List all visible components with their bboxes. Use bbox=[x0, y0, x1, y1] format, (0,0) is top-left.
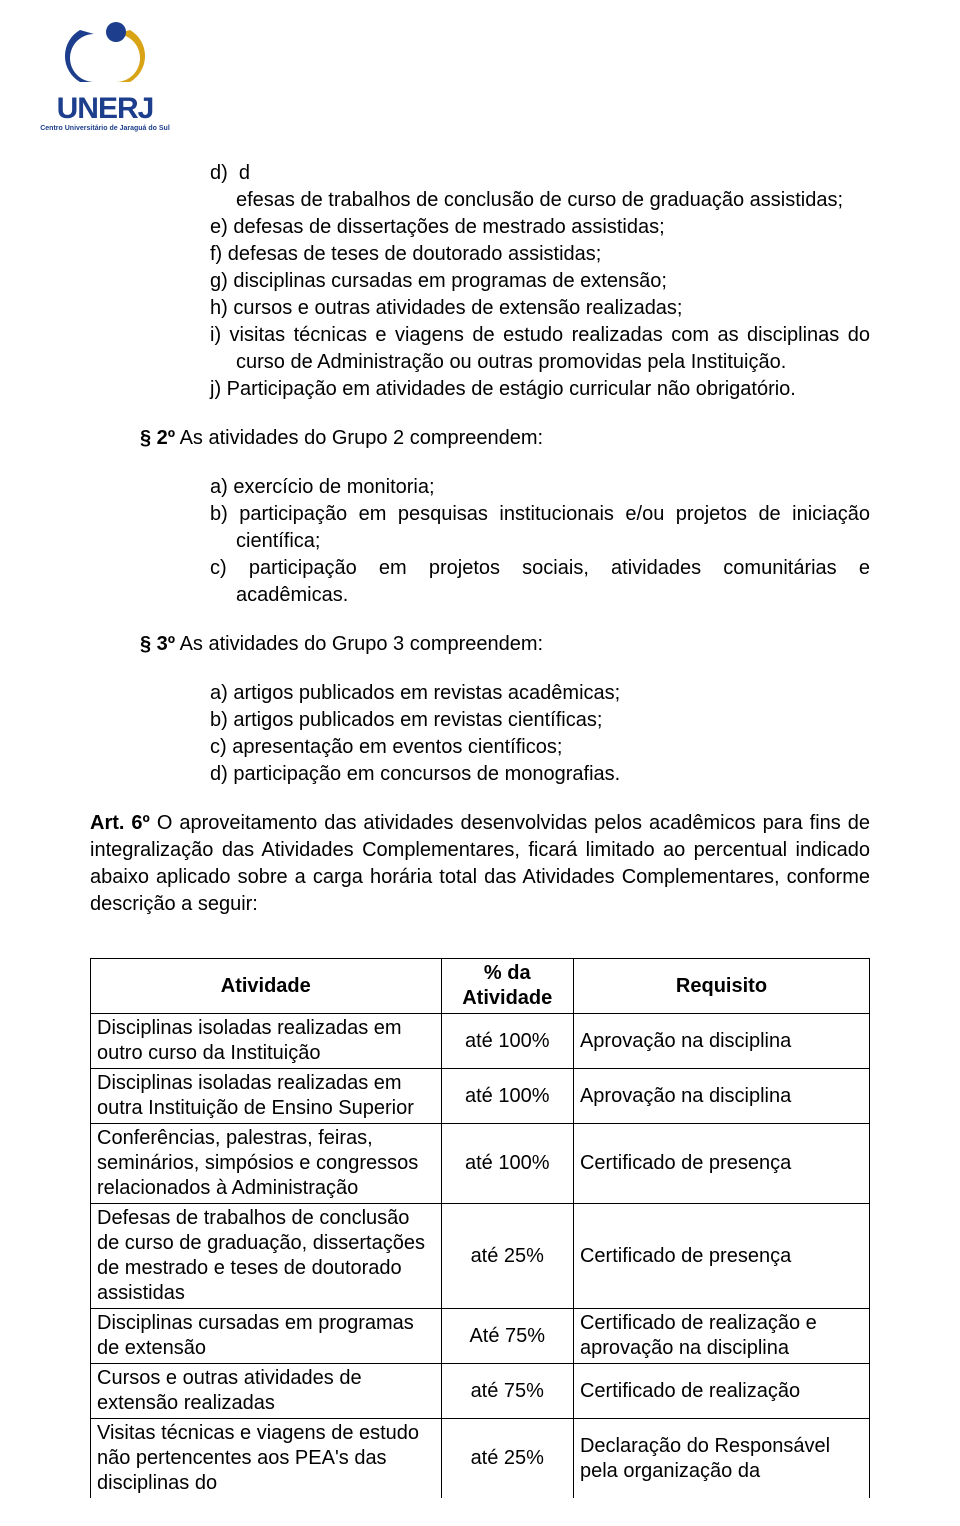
cell-atividade: Cursos e outras atividades de extensão r… bbox=[91, 1364, 442, 1419]
cell-atividade: Disciplinas isoladas realizadas em outra… bbox=[91, 1069, 442, 1124]
document-body: d) d efesas de trabalhos de conclusão de… bbox=[90, 20, 870, 1498]
logo: UNERJ Centro Universitário de Jaraguá do… bbox=[30, 20, 180, 133]
list-group2: a) exercício de monitoria; b) participaç… bbox=[90, 474, 870, 609]
list-group3: a) artigos publicados em revistas acadêm… bbox=[90, 680, 870, 788]
table-row: Defesas de trabalhos de conclusão de cur… bbox=[91, 1204, 870, 1309]
cell-atividade: Defesas de trabalhos de conclusão de cur… bbox=[91, 1204, 442, 1309]
cell-percent: até 100% bbox=[441, 1069, 573, 1124]
article-6-marker: Art. 6º bbox=[90, 812, 150, 834]
list-group1: d) d efesas de trabalhos de conclusão de… bbox=[90, 160, 870, 403]
list-item-3d: d) participação em concursos de monograf… bbox=[210, 761, 870, 788]
cell-requisito: Certificado de presença bbox=[573, 1124, 869, 1204]
table-header-row: Atividade % da Atividade Requisito bbox=[91, 959, 870, 1014]
th-percent-l1: % da bbox=[484, 962, 531, 984]
list-item-2c: c) participação em projetos sociais, ati… bbox=[210, 555, 870, 609]
table-row: Visitas técnicas e viagens de estudo não… bbox=[91, 1419, 870, 1499]
th-requisito: Requisito bbox=[573, 959, 869, 1014]
cell-atividade: Visitas técnicas e viagens de estudo não… bbox=[91, 1419, 442, 1499]
list-item-j: j) Participação em atividades de estágio… bbox=[210, 376, 870, 403]
section-2-text: As atividades do Grupo 2 compreendem: bbox=[175, 427, 543, 449]
cell-atividade: Conferências, palestras, feiras, seminár… bbox=[91, 1124, 442, 1204]
article-6: Art. 6º O aproveitamento das atividades … bbox=[90, 810, 870, 918]
table-row: Disciplinas cursadas em programas de ext… bbox=[91, 1309, 870, 1364]
activities-table: Atividade % da Atividade Requisito Disci… bbox=[90, 958, 870, 1498]
section-3-marker: § 3º bbox=[140, 633, 175, 655]
section-2-marker: § 2º bbox=[140, 427, 175, 449]
th-percent-l2: Atividade bbox=[462, 987, 552, 1009]
cell-requisito: Certificado de realização bbox=[573, 1364, 869, 1419]
list-item-h: h) cursos e outras atividades de extensã… bbox=[210, 295, 870, 322]
list-item-2a: a) exercício de monitoria; bbox=[210, 474, 870, 501]
cell-atividade: Disciplinas cursadas em programas de ext… bbox=[91, 1309, 442, 1364]
list-item-3b: b) artigos publicados em revistas cientí… bbox=[210, 707, 870, 734]
cell-requisito: Aprovação na disciplina bbox=[573, 1014, 869, 1069]
table-row: Conferências, palestras, feiras, seminár… bbox=[91, 1124, 870, 1204]
cell-requisito: Certificado de presença bbox=[573, 1204, 869, 1309]
table-row: Disciplinas isoladas realizadas em outra… bbox=[91, 1069, 870, 1124]
th-atividade: Atividade bbox=[91, 959, 442, 1014]
th-percent: % da Atividade bbox=[441, 959, 573, 1014]
cell-percent: até 25% bbox=[441, 1419, 573, 1499]
list-item-f: f) defesas de teses de doutorado assisti… bbox=[210, 241, 870, 268]
section-3-heading: § 3º As atividades do Grupo 3 compreende… bbox=[90, 631, 870, 658]
table-row: Disciplinas isoladas realizadas em outro… bbox=[91, 1014, 870, 1069]
list-item-d: d) d bbox=[210, 160, 870, 187]
list-marker: d) bbox=[210, 162, 228, 184]
article-6-text: O aproveitamento das atividades desenvol… bbox=[90, 812, 870, 915]
cell-percent: até 100% bbox=[441, 1124, 573, 1204]
list-item-i: i) visitas técnicas e viagens de estudo … bbox=[210, 322, 870, 376]
cell-requisito: Aprovação na disciplina bbox=[573, 1069, 869, 1124]
list-item-d-cont: efesas de trabalhos de conclusão de curs… bbox=[210, 187, 870, 214]
list-item-g: g) disciplinas cursadas em programas de … bbox=[210, 268, 870, 295]
list-item-2b: b) participação em pesquisas institucion… bbox=[210, 501, 870, 555]
cell-percent: até 100% bbox=[441, 1014, 573, 1069]
logo-icon bbox=[60, 20, 150, 92]
cell-percent: até 25% bbox=[441, 1204, 573, 1309]
cell-requisito: Declaração do Responsável pela organizaç… bbox=[573, 1419, 869, 1499]
list-item-3a: a) artigos publicados em revistas acadêm… bbox=[210, 680, 870, 707]
list-item-e: e) defesas de dissertações de mestrado a… bbox=[210, 214, 870, 241]
cell-percent: até 75% bbox=[441, 1364, 573, 1419]
list-item-3c: c) apresentação em eventos científicos; bbox=[210, 734, 870, 761]
cell-atividade: Disciplinas isoladas realizadas em outro… bbox=[91, 1014, 442, 1069]
cell-requisito: Certificado de realização e aprovação na… bbox=[573, 1309, 869, 1364]
table-row: Cursos e outras atividades de extensão r… bbox=[91, 1364, 870, 1419]
section-2-heading: § 2º As atividades do Grupo 2 compreende… bbox=[90, 425, 870, 452]
section-3-text: As atividades do Grupo 3 compreendem: bbox=[175, 633, 543, 655]
logo-name: UNERJ bbox=[30, 94, 180, 124]
list-fragment: d bbox=[239, 162, 250, 184]
cell-percent: Até 75% bbox=[441, 1309, 573, 1364]
logo-subtitle: Centro Universitário de Jaraguá do Sul bbox=[30, 124, 180, 133]
